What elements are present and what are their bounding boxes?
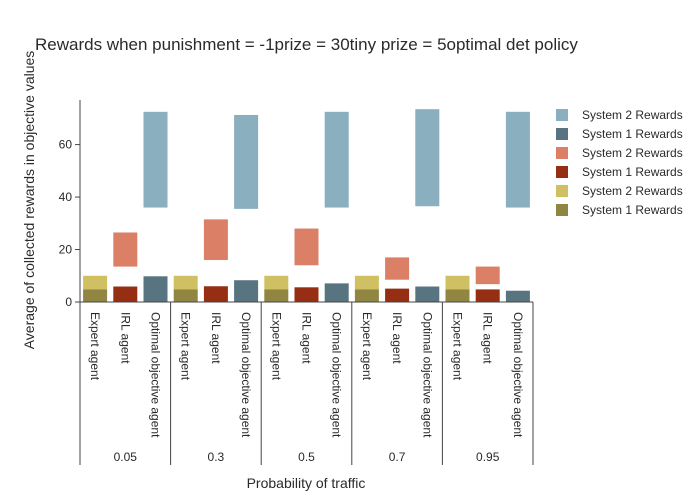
bar-system1 [505, 290, 530, 302]
agent-label: Expert agent [88, 312, 102, 381]
bar-system2 [203, 219, 228, 261]
agent-label: Optimal objective agent [511, 312, 525, 438]
agent-label: Expert agent [179, 312, 193, 381]
bar-system1 [294, 287, 319, 302]
chart-title: Rewards when punishment = -1prize = 30ti… [35, 35, 578, 54]
bar-system2 [234, 114, 259, 209]
agent-label: IRL agent [118, 312, 132, 364]
agent-label: Optimal objective agent [149, 312, 163, 438]
y-tick-label: 60 [59, 138, 73, 152]
bar-system1 [445, 289, 470, 302]
legend-label: System 2 Rewards [582, 108, 683, 122]
bar-system2 [83, 275, 108, 290]
group-label: 0.05 [114, 450, 138, 464]
agent-label: Expert agent [451, 312, 465, 381]
legend-label: System 1 Rewards [582, 203, 683, 217]
bar-system1 [203, 286, 228, 302]
bar-system2 [294, 228, 319, 266]
agent-label: Optimal objective agent [420, 312, 434, 438]
bar-system1 [415, 286, 440, 302]
bar-system2 [143, 111, 168, 208]
legend-label: System 2 Rewards [582, 184, 683, 198]
bar-system1 [83, 289, 108, 302]
y-tick-label: 20 [59, 243, 73, 257]
bar-system2 [415, 109, 440, 207]
legend-swatch [556, 166, 568, 178]
bar-system2 [385, 257, 410, 280]
agent-label: IRL agent [209, 312, 223, 364]
agent-label: Optimal objective agent [239, 312, 253, 438]
x-axis-title: Probability of traffic [247, 475, 366, 491]
bar-system1 [385, 288, 410, 302]
group-label: 0.3 [208, 450, 225, 464]
legend-swatch [556, 109, 568, 121]
legend: System 2 Rewards System 1 Rewards System 2… [556, 108, 683, 217]
bar-system2 [505, 111, 530, 208]
y-tick-label: 0 [65, 295, 72, 309]
bar-system2 [324, 111, 349, 208]
legend-swatch [556, 185, 568, 197]
bar-system2 [445, 275, 470, 290]
group-label: 0.5 [298, 450, 315, 464]
bar-system2 [354, 275, 379, 290]
bar-system1 [173, 289, 198, 302]
agent-label: IRL agent [390, 312, 404, 364]
legend-label: System 2 Rewards [582, 146, 683, 160]
y-axis-title: Average of collected rewards in objectiv… [21, 51, 37, 350]
agent-label: Expert agent [269, 312, 283, 381]
bar-system2 [173, 275, 198, 290]
y-tick-label: 40 [59, 190, 73, 204]
group-label: 0.95 [476, 450, 500, 464]
bar-system1 [143, 276, 168, 302]
legend-label: System 1 Rewards [582, 127, 683, 141]
agent-label: IRL agent [300, 312, 314, 364]
agent-label: Expert agent [360, 312, 374, 381]
bar-system2 [113, 232, 138, 267]
bar-system1 [113, 286, 138, 302]
agent-label: Optimal objective agent [330, 312, 344, 438]
bar-system1 [475, 289, 500, 302]
agent-label: IRL agent [481, 312, 495, 364]
group-label: 0.7 [389, 450, 406, 464]
y-axis: 0 20 40 60 [59, 100, 81, 309]
bar-system2 [475, 266, 500, 285]
legend-swatch [556, 204, 568, 216]
bar-system1 [234, 280, 259, 302]
legend-label: System 1 Rewards [582, 165, 683, 179]
legend-swatch [556, 147, 568, 159]
bar-system1 [354, 289, 379, 302]
x-axis: Expert agent IRL agent Optimal objective a… [79, 301, 534, 465]
bar-system2 [264, 275, 289, 290]
bar-system1 [324, 283, 349, 302]
plot-area [83, 109, 530, 302]
legend-swatch [556, 128, 568, 140]
bar-system1 [264, 289, 289, 302]
